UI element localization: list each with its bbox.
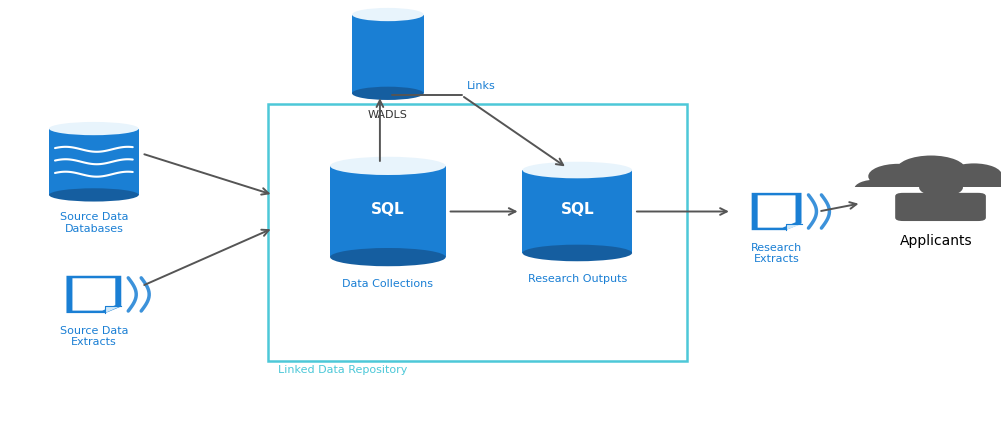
Ellipse shape (330, 248, 445, 266)
Ellipse shape (330, 157, 445, 175)
Text: Links: Links (466, 81, 495, 91)
Text: Applicants: Applicants (899, 234, 973, 248)
Polygon shape (66, 276, 122, 313)
Ellipse shape (49, 122, 139, 135)
FancyBboxPatch shape (330, 166, 445, 257)
Text: Data Collections: Data Collections (343, 279, 433, 288)
Text: Research Outputs: Research Outputs (528, 274, 627, 284)
Text: Linked Data Repository: Linked Data Repository (278, 365, 408, 375)
FancyBboxPatch shape (851, 187, 1005, 203)
FancyBboxPatch shape (895, 193, 986, 221)
Text: Source Data
Extracts: Source Data Extracts (59, 326, 128, 347)
Ellipse shape (49, 188, 139, 201)
Text: SQL: SQL (371, 202, 405, 217)
Text: Research
Extracts: Research Extracts (751, 243, 802, 264)
Circle shape (854, 180, 898, 198)
Ellipse shape (523, 244, 632, 261)
Circle shape (946, 163, 1002, 187)
Text: SQL: SQL (561, 202, 594, 217)
Circle shape (868, 164, 928, 189)
Circle shape (907, 172, 986, 205)
Circle shape (896, 156, 966, 184)
Circle shape (970, 177, 1005, 197)
Polygon shape (106, 306, 122, 313)
Ellipse shape (523, 162, 632, 179)
Polygon shape (72, 278, 116, 310)
Ellipse shape (352, 8, 424, 21)
Polygon shape (758, 195, 796, 228)
FancyBboxPatch shape (523, 170, 632, 253)
Ellipse shape (352, 87, 424, 100)
Polygon shape (752, 193, 802, 230)
FancyBboxPatch shape (49, 129, 139, 195)
FancyBboxPatch shape (352, 14, 424, 93)
Text: WADLS: WADLS (368, 110, 408, 120)
Circle shape (920, 179, 963, 197)
Text: Source Data
Databases: Source Data Databases (59, 212, 128, 233)
Polygon shape (786, 223, 802, 230)
